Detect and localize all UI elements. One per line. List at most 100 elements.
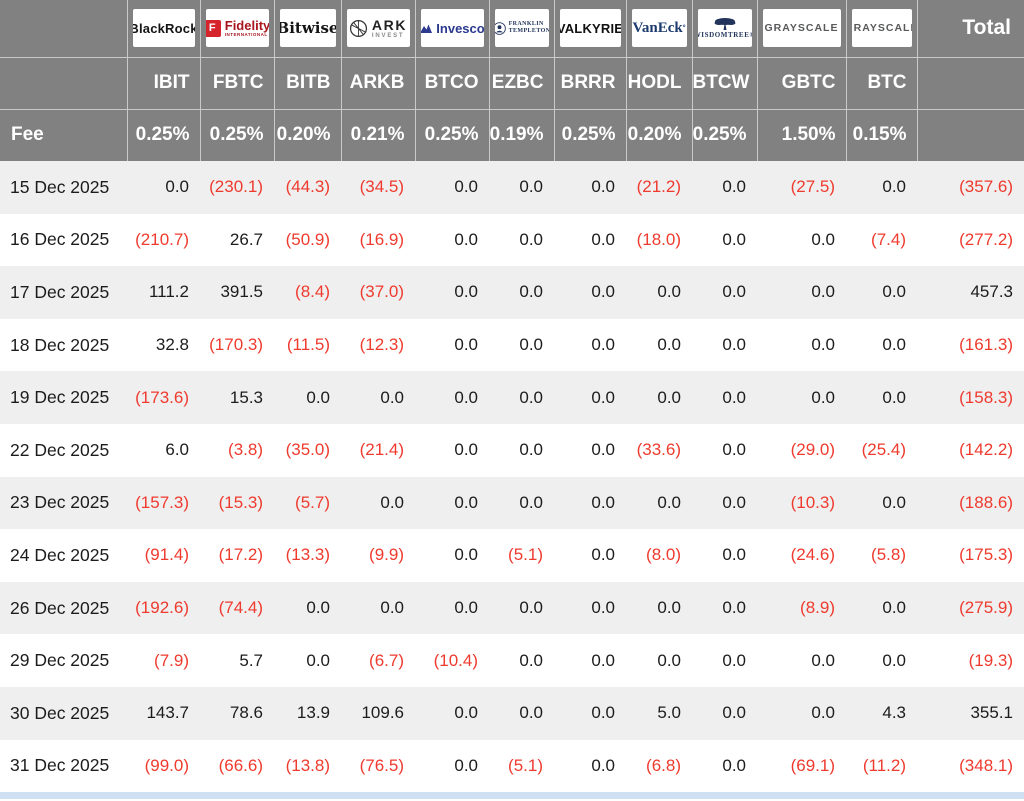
- flow-cell: 0.0: [454, 387, 478, 407]
- flow-cell: (7.4): [871, 229, 906, 249]
- table-row: 15 Dec 2025 0.0 (230.1) (44.3) (34.5) 0.0 0.0 0…: [0, 161, 1024, 214]
- flow-cell: (6.8): [646, 755, 681, 775]
- flow-cell: 0.0: [722, 387, 746, 407]
- table-row: 22 Dec 2025 6.0 (3.8) (35.0) (21.4) 0.0 0.0 0.0…: [0, 423, 1024, 477]
- flow-cell: (173.6): [135, 387, 189, 407]
- flow-cell: (5.8): [871, 545, 906, 565]
- flow-cell: 0.0: [454, 755, 478, 775]
- total-cell: 355.1: [970, 703, 1013, 723]
- flow-cell: 5.7: [239, 650, 263, 670]
- flow-cell: 0.0: [591, 440, 615, 460]
- flow-cell: (230.1): [209, 177, 263, 197]
- vaneck-reg-mark: °: [682, 24, 686, 32]
- flow-cell: 0.0: [165, 177, 189, 197]
- total-cell: (19.3): [968, 650, 1013, 670]
- date-cell: 22 Dec 2025: [10, 439, 110, 460]
- fidelity-f-icon: F: [205, 19, 221, 37]
- flow-cell: 0.0: [454, 598, 478, 618]
- flow-cell: 0.0: [519, 229, 543, 249]
- flow-cell: 0.0: [882, 492, 906, 512]
- fidelity-logo: F Fidelity INTERNATIONAL: [205, 9, 269, 48]
- flow-cell: (44.3): [285, 177, 330, 197]
- flow-cell: 0.0: [591, 387, 615, 407]
- flow-cell: 0.0: [591, 229, 615, 249]
- flow-cell: (7.9): [154, 650, 189, 670]
- logo-row-spacer: [0, 0, 128, 58]
- flow-cell: (10.3): [790, 492, 835, 512]
- flow-cell: 0.0: [811, 229, 835, 249]
- fidelity-wordmark: Fidelity INTERNATIONAL: [224, 18, 269, 37]
- grayscale-wordmark: GRAYSCALE: [764, 22, 839, 35]
- ark-invest-logo: ARK INVEST: [346, 9, 410, 48]
- flow-cell: 0.0: [454, 229, 478, 249]
- flow-cell: 0.0: [519, 387, 543, 407]
- flow-cell: 0.0: [722, 492, 746, 512]
- ticker-ezbc: EZBC: [489, 57, 555, 110]
- flow-cell: 0.0: [882, 598, 906, 618]
- ticker-fbtc: FBTC: [200, 57, 275, 110]
- flow-cell: 26.7: [229, 229, 263, 249]
- flow-cell: 0.0: [722, 650, 746, 670]
- flow-cell: 0.0: [591, 492, 615, 512]
- flow-cell: (192.6): [135, 598, 189, 618]
- flow-cell: (3.8): [228, 440, 263, 460]
- flow-cell: 0.0: [519, 703, 543, 723]
- fee-fbtc: 0.25%: [200, 109, 275, 161]
- vaneck-logo: VanEck °: [631, 9, 687, 48]
- flow-cell: (21.4): [359, 440, 404, 460]
- flow-cell: 0.0: [657, 282, 681, 302]
- date-cell: 19 Dec 2025: [10, 387, 110, 408]
- table-row: 18 Dec 2025 32.8 (170.3) (11.5) (12.3) 0.0 0.0…: [0, 318, 1024, 372]
- flow-cell: 0.0: [591, 282, 615, 302]
- flow-cell: 0.0: [811, 335, 835, 355]
- flow-cell: 0.0: [882, 177, 906, 197]
- flow-cell: (13.8): [285, 755, 330, 775]
- flow-cell: 0.0: [306, 387, 330, 407]
- flow-cell: 0.0: [882, 282, 906, 302]
- valkyrie-logo-cell: VALKYRIE: [554, 0, 627, 58]
- flow-cell: 0.0: [657, 335, 681, 355]
- flow-cell: (66.6): [218, 755, 263, 775]
- flow-cell: (18.0): [636, 229, 681, 249]
- flow-cell: 32.8: [155, 335, 189, 355]
- grayscale-gbtc-logo-cell: GRAYSCALE: [757, 0, 847, 58]
- flow-cell: 0.0: [306, 650, 330, 670]
- flow-cell: (24.6): [790, 545, 835, 565]
- flow-cell: 0.0: [591, 703, 615, 723]
- flow-cell: 0.0: [591, 177, 615, 197]
- table-row: 17 Dec 2025 111.2 391.5 (8.4) (37.0) 0.0 0.0 0.…: [0, 266, 1024, 319]
- total-cell: (275.9): [959, 598, 1013, 618]
- flow-cell: (157.3): [135, 492, 189, 512]
- flow-cell: 0.0: [722, 177, 746, 197]
- fee-total-spacer: [917, 109, 1024, 161]
- flow-cell: (25.4): [861, 440, 906, 460]
- flow-cell: (99.0): [144, 755, 189, 775]
- invesco-logo: Invesco: [420, 9, 484, 48]
- bottom-scroll-strip: [0, 792, 1024, 800]
- fee-header-row: Fee 0.25% 0.25% 0.20% 0.21% 0.25% 0.19% …: [0, 109, 1024, 161]
- flow-cell: (13.3): [285, 545, 330, 565]
- flow-cell: (5.7): [295, 492, 330, 512]
- date-cell: 17 Dec 2025: [10, 281, 110, 302]
- flow-cell: 0.0: [454, 492, 478, 512]
- date-cell: 29 Dec 2025: [10, 650, 110, 671]
- flow-cell: 0.0: [454, 335, 478, 355]
- grayscale-logo: GRAYSCALE: [851, 9, 912, 48]
- flow-cell: 0.0: [591, 755, 615, 775]
- flow-cell: (15.3): [218, 492, 263, 512]
- ticker-row-spacer: [0, 57, 128, 110]
- date-cell: 26 Dec 2025: [10, 597, 110, 618]
- bitwise-logo: Bitwise: [279, 9, 336, 48]
- date-cell: 31 Dec 2025: [10, 755, 110, 776]
- ticker-bitb: BITB: [274, 57, 342, 110]
- ticker-gbtc: GBTC: [757, 57, 847, 110]
- total-cell: (142.2): [959, 440, 1013, 460]
- flow-cell: 0.0: [591, 650, 615, 670]
- flow-cell: 0.0: [722, 545, 746, 565]
- flow-cell: 0.0: [454, 177, 478, 197]
- fee-hodl: 0.20%: [626, 109, 693, 161]
- flow-cell: 0.0: [454, 440, 478, 460]
- table-row: 30 Dec 2025 143.7 78.6 13.9 109.6 0.0 0.0 0.0 5.…: [0, 686, 1024, 740]
- flow-cell: 0.0: [722, 703, 746, 723]
